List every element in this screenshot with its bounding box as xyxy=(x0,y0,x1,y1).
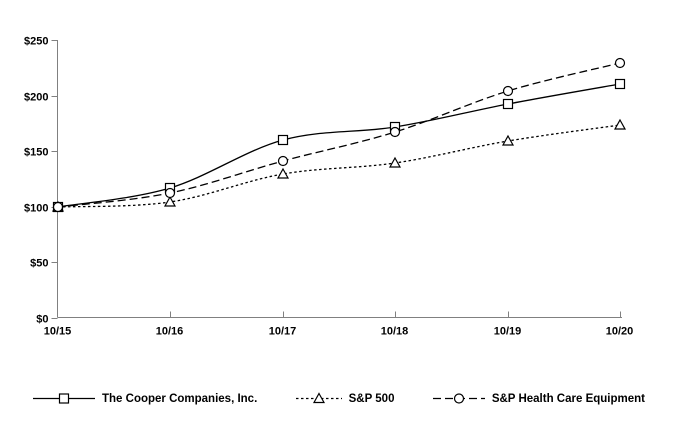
svg-text:$150: $150 xyxy=(24,147,48,159)
legend-item-cooper: The Cooper Companies, Inc. xyxy=(33,392,257,405)
svg-text:10/20: 10/20 xyxy=(606,326,634,338)
svg-text:10/18: 10/18 xyxy=(381,326,409,338)
chart-canvas: $0 $50 $100 $150 $200 $250 10/15 10/16 10/17 10/1… xyxy=(24,36,634,338)
solid-line-square-marker-icon xyxy=(33,393,95,404)
svg-text:10/16: 10/16 xyxy=(156,326,184,338)
dotted-line-triangle-marker-icon xyxy=(295,392,342,404)
legend-label-sp-healthcare: S&P Health Care Equipment xyxy=(491,392,645,405)
svg-text:$100: $100 xyxy=(24,203,48,215)
svg-text:$50: $50 xyxy=(30,258,48,270)
legend-label-cooper: The Cooper Companies, Inc. xyxy=(102,392,258,405)
svg-text:$0: $0 xyxy=(36,314,48,326)
legend-item-sp500: S&P 500 xyxy=(295,392,395,405)
legend-label-sp500: S&P 500 xyxy=(348,392,395,405)
svg-text:10/19: 10/19 xyxy=(494,326,522,338)
dashed-line-circle-marker-icon xyxy=(432,393,485,404)
svg-text:10/15: 10/15 xyxy=(44,326,72,338)
svg-text:$250: $250 xyxy=(24,36,48,48)
chart-legend: The Cooper Companies, Inc. S&P 500 S&P H… xyxy=(0,392,675,405)
legend-item-sp-healthcare: S&P Health Care Equipment xyxy=(432,392,645,405)
svg-text:10/17: 10/17 xyxy=(269,326,297,338)
svg-text:$200: $200 xyxy=(24,92,48,104)
